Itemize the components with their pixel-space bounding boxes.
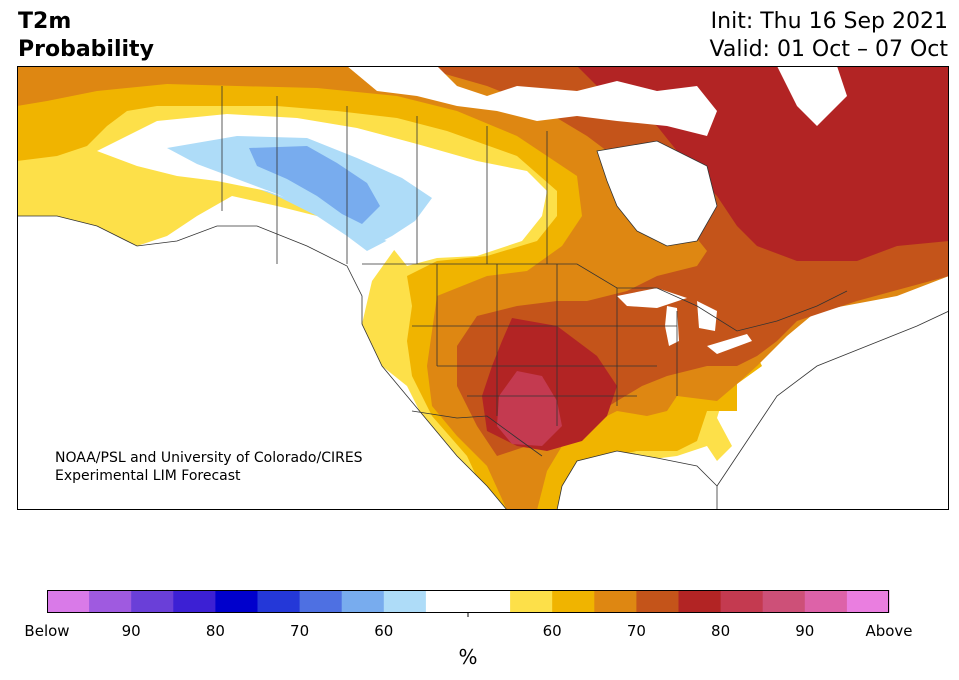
colorbar-segment xyxy=(89,590,132,613)
colorbar-segment xyxy=(762,590,806,613)
probability-map xyxy=(17,66,949,510)
colorbar-segment xyxy=(468,590,511,613)
colorbar-tick-label: 60 xyxy=(374,622,394,640)
colorbar-tick-label: 90 xyxy=(795,622,815,640)
init-date: Init: Thu 16 Sep 2021 xyxy=(710,9,948,34)
colorbar-segment xyxy=(720,590,764,613)
gulf-of-mexico xyxy=(557,451,717,510)
province-line xyxy=(276,96,548,264)
atlantic-ocean xyxy=(717,311,949,510)
colorbar xyxy=(47,590,890,617)
state-line-1 xyxy=(436,264,678,426)
colorbar-tick-label: 80 xyxy=(205,622,225,640)
colorbar-tick-label: 70 xyxy=(290,622,310,640)
gulf-coastline xyxy=(556,450,718,510)
credit-line-2: Experimental LIM Forecast xyxy=(55,468,241,484)
band-55-60-below-overlay xyxy=(167,136,432,249)
colorbar-segment xyxy=(173,590,216,613)
product-label: Probability xyxy=(18,37,154,62)
colorbar-tick-label: 70 xyxy=(626,622,646,640)
great-lake-erie xyxy=(707,334,752,354)
arctic-channels xyxy=(347,66,717,136)
credit-text: NOAA/PSL and University of Colorado/CIRE… xyxy=(55,449,363,485)
chart-title: T2m Probability xyxy=(18,8,154,64)
colorbar-segment xyxy=(594,590,637,613)
colorbar-unit: % xyxy=(458,645,478,669)
baffin-bay xyxy=(777,66,847,126)
colorbar-segment xyxy=(47,590,90,613)
colorbar-segment xyxy=(804,590,848,613)
colorbar-segment xyxy=(510,590,553,613)
pacific-ocean xyxy=(17,216,507,510)
colorbar-tick-label: 80 xyxy=(711,622,731,640)
us-mexico-border xyxy=(411,410,543,457)
hudson-bay xyxy=(597,141,717,246)
hudson-bay-coastline xyxy=(596,140,718,247)
colorbar-tick-label: Below xyxy=(24,622,70,640)
credit-line-1: NOAA/PSL and University of Colorado/CIRE… xyxy=(55,450,363,466)
boundaries xyxy=(17,86,949,510)
colorbar-segment xyxy=(341,590,385,613)
colorbar-segment xyxy=(636,590,679,613)
colorbar-segment xyxy=(678,590,722,613)
colorbar-segment xyxy=(131,590,174,613)
colorbar-tick-label: 90 xyxy=(121,622,141,640)
probability-shading xyxy=(17,66,949,510)
great-lake-huron xyxy=(697,301,717,331)
water-mask xyxy=(17,66,949,510)
forecast-dates: Init: Thu 16 Sep 2021 Valid: 01 Oct – 07… xyxy=(710,8,948,64)
state-line-2 xyxy=(412,325,677,397)
east-coastline xyxy=(716,310,949,487)
colorbar-segment xyxy=(383,590,427,613)
great-lake-superior xyxy=(617,288,687,308)
colorbar-segment xyxy=(552,590,595,613)
colorbar-tick-label: Above xyxy=(865,622,913,640)
variable-label: T2m xyxy=(18,9,72,34)
colorbar-segment xyxy=(215,590,258,613)
band-80-85-above xyxy=(497,371,562,446)
colorbar-segment xyxy=(846,590,890,613)
colorbar-segment xyxy=(257,590,301,613)
colorbar-frame xyxy=(47,590,889,613)
valid-date: Valid: 01 Oct – 07 Oct xyxy=(709,37,948,62)
colorbar-segment xyxy=(425,590,469,613)
west-coastline xyxy=(17,215,508,510)
colorbar-segment xyxy=(299,590,343,613)
us-canada-border xyxy=(362,263,848,332)
map-frame xyxy=(17,66,949,510)
colorbar-tick-label: 60 xyxy=(542,622,562,640)
